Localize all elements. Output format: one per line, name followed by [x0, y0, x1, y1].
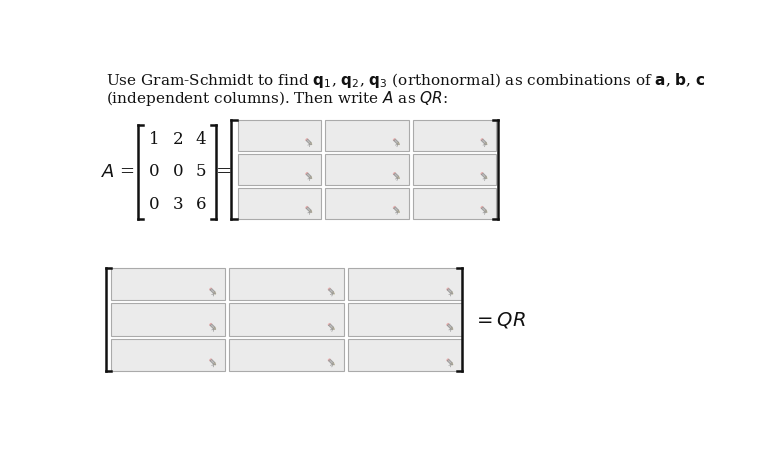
Polygon shape	[309, 143, 312, 144]
Polygon shape	[485, 210, 487, 212]
Polygon shape	[394, 207, 395, 208]
Polygon shape	[214, 327, 216, 329]
Polygon shape	[448, 324, 452, 328]
Polygon shape	[451, 292, 453, 294]
Polygon shape	[329, 288, 334, 293]
Text: 4: 4	[196, 131, 207, 148]
Bar	[229, 268, 344, 301]
Polygon shape	[332, 292, 334, 294]
Bar	[229, 303, 344, 336]
Polygon shape	[448, 288, 452, 293]
Polygon shape	[211, 324, 215, 328]
Polygon shape	[332, 363, 334, 365]
Bar	[325, 154, 409, 185]
Polygon shape	[328, 288, 330, 290]
Polygon shape	[394, 172, 395, 175]
Polygon shape	[328, 324, 330, 325]
Polygon shape	[447, 324, 448, 325]
Polygon shape	[485, 176, 487, 179]
Polygon shape	[306, 173, 311, 178]
Polygon shape	[306, 139, 311, 144]
Polygon shape	[309, 176, 312, 179]
Text: 0: 0	[150, 196, 160, 213]
Text: 2: 2	[173, 131, 183, 148]
Polygon shape	[447, 288, 448, 290]
Text: Use Gram-Schmidt to find $\mathbf{q}_1$, $\mathbf{q}_2$, $\mathbf{q}_3$ (orthono: Use Gram-Schmidt to find $\mathbf{q}_1$,…	[106, 71, 705, 90]
Polygon shape	[485, 143, 487, 144]
Polygon shape	[210, 359, 211, 361]
Polygon shape	[394, 139, 398, 144]
Text: 0: 0	[173, 163, 183, 180]
Bar	[325, 120, 409, 151]
Polygon shape	[328, 359, 330, 361]
Bar	[347, 339, 462, 371]
Polygon shape	[306, 207, 311, 211]
Polygon shape	[329, 324, 334, 328]
Text: 1: 1	[150, 131, 160, 148]
Polygon shape	[451, 327, 453, 329]
Bar	[238, 120, 321, 151]
Bar	[325, 188, 409, 219]
Text: $A$ =: $A$ =	[101, 163, 137, 181]
Text: =: =	[215, 163, 232, 181]
Polygon shape	[482, 207, 486, 211]
Polygon shape	[397, 176, 399, 179]
Text: (independent columns). Then write $A$ as $QR$:: (independent columns). Then write $A$ as…	[106, 90, 448, 108]
Text: 3: 3	[173, 196, 183, 213]
Text: $= QR$: $= QR$	[473, 310, 526, 330]
Bar	[110, 303, 225, 336]
Polygon shape	[397, 143, 399, 144]
Polygon shape	[306, 207, 308, 208]
Polygon shape	[306, 139, 308, 140]
Bar	[110, 268, 225, 301]
Bar	[347, 303, 462, 336]
Polygon shape	[214, 363, 216, 365]
Polygon shape	[482, 173, 486, 178]
Text: 6: 6	[196, 196, 207, 213]
Bar	[413, 188, 496, 219]
Polygon shape	[214, 292, 216, 294]
Bar	[238, 188, 321, 219]
Polygon shape	[394, 139, 395, 140]
Polygon shape	[211, 288, 215, 293]
Polygon shape	[210, 324, 211, 325]
Polygon shape	[210, 288, 211, 290]
Bar	[238, 154, 321, 185]
Bar	[413, 154, 496, 185]
Polygon shape	[306, 172, 308, 175]
Polygon shape	[448, 360, 452, 364]
Polygon shape	[447, 359, 448, 361]
Polygon shape	[394, 173, 398, 178]
Polygon shape	[394, 207, 398, 211]
Polygon shape	[481, 172, 483, 175]
Bar	[229, 339, 344, 371]
Polygon shape	[329, 360, 334, 364]
Polygon shape	[482, 139, 486, 144]
Polygon shape	[397, 210, 399, 212]
Polygon shape	[451, 363, 453, 365]
Text: 5: 5	[196, 163, 207, 180]
Polygon shape	[481, 207, 483, 208]
Polygon shape	[211, 360, 215, 364]
Text: 0: 0	[150, 163, 160, 180]
Bar	[413, 120, 496, 151]
Bar	[110, 339, 225, 371]
Polygon shape	[481, 139, 483, 140]
Polygon shape	[332, 327, 334, 329]
Bar	[347, 268, 462, 301]
Polygon shape	[309, 210, 312, 212]
